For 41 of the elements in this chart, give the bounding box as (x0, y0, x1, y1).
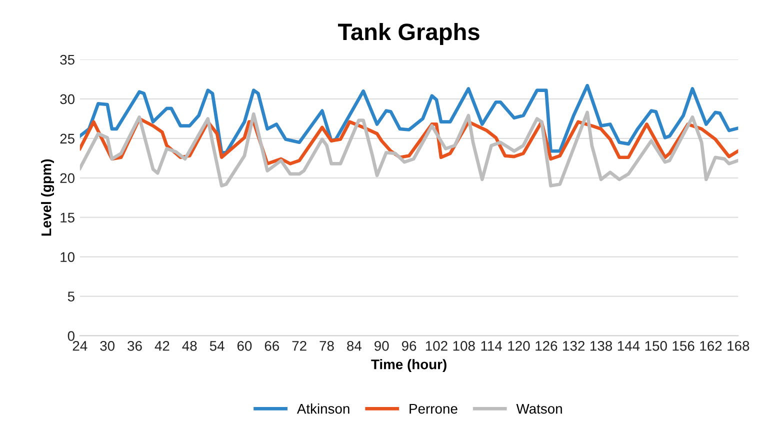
x-tick-label: 162 (700, 340, 722, 351)
legend-label: Atkinson (296, 404, 350, 414)
x-tick-label: 108 (453, 340, 475, 351)
x-tick-label: 96 (402, 340, 416, 351)
chart-title: Tank Graphs (338, 22, 480, 45)
x-tick-label: 54 (210, 341, 224, 351)
y-tick-label: 0 (68, 331, 74, 341)
x-tick-label: 84 (347, 340, 362, 351)
x-tick-label: 48 (182, 340, 197, 351)
x-tick-label: 30 (100, 340, 115, 351)
x-tick-label: 120 (508, 340, 530, 351)
x-tick-label: 114 (481, 341, 502, 351)
x-tick-label: 90 (374, 340, 389, 351)
x-tick-label: 102 (426, 340, 448, 351)
x-tick-label: 66 (264, 340, 280, 351)
x-tick-label: 132 (563, 340, 584, 351)
y-tick-label: 35 (60, 54, 74, 65)
x-axis-title: Time (hour) (371, 359, 446, 372)
line-series (80, 84, 738, 154)
y-tick-label: 10 (60, 252, 74, 262)
line-series (80, 110, 738, 188)
x-tick-label: 72 (292, 340, 306, 351)
x-tick-label: 138 (590, 340, 612, 351)
y-tick-label: 5 (68, 292, 74, 302)
x-tick-label: 42 (154, 340, 170, 351)
x-tick-label: 156 (672, 340, 694, 351)
legend-label: Watson (516, 404, 562, 414)
x-tick-label: 150 (645, 340, 667, 351)
y-tick-label: 20 (60, 173, 74, 184)
x-tick-label: 36 (128, 340, 142, 351)
y-tick-label: 30 (60, 94, 74, 104)
legend-label: Perrone (410, 404, 458, 414)
y-tick-label: 25 (60, 134, 74, 144)
x-tick-label: 144 (618, 341, 640, 351)
x-tick-label: 78 (320, 340, 334, 351)
x-tick-label: 24 (72, 340, 88, 351)
y-axis-title: Level (gpm) (41, 159, 54, 236)
x-tick-label: 168 (728, 340, 750, 351)
y-tick-label: 15 (60, 212, 74, 223)
x-tick-label: 60 (237, 340, 252, 351)
x-tick-label: 126 (536, 340, 558, 351)
